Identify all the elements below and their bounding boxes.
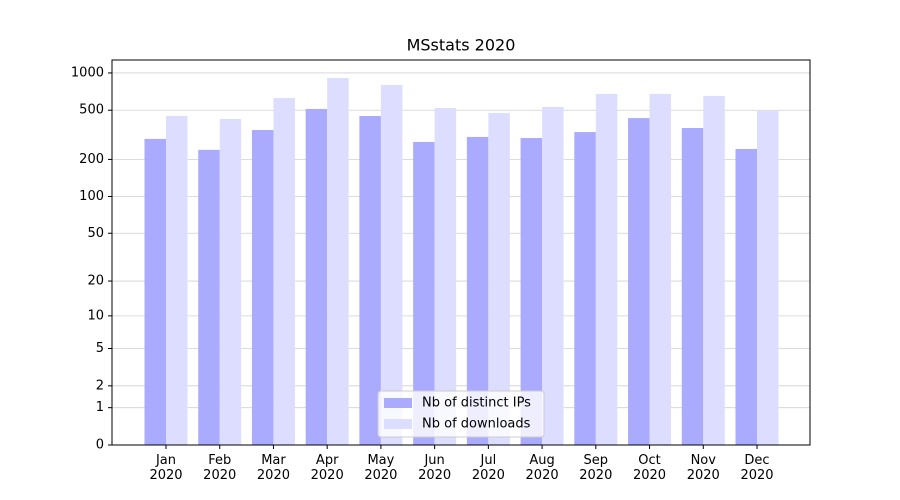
y-tick-label: 5 <box>96 341 104 356</box>
bar <box>595 93 618 445</box>
legend-swatch <box>384 419 412 429</box>
bar <box>251 129 274 445</box>
x-tick-label: Apr 2020 <box>310 453 344 483</box>
legend-label: Nb of downloads <box>422 417 531 432</box>
bar <box>488 112 510 445</box>
y-tick-label: 50 <box>87 226 104 241</box>
y-tick-label: 2 <box>96 378 104 393</box>
x-tick-label: Jan 2020 <box>149 453 183 483</box>
x-tick-label: Mar 2020 <box>256 453 290 483</box>
y-tick-label: 1 <box>96 400 104 415</box>
legend-swatch <box>384 398 412 408</box>
bar <box>703 95 725 445</box>
bar <box>359 116 381 446</box>
y-tick-label: 20 <box>87 274 104 289</box>
x-tick-label: Oct 2020 <box>632 453 667 483</box>
bar <box>757 110 779 446</box>
y-tick-label: 0 <box>96 438 104 453</box>
bar <box>649 93 672 445</box>
x-tick-label: Sep 2020 <box>579 453 613 483</box>
bar <box>166 115 188 446</box>
x-tick-label: Feb 2020 <box>203 453 237 483</box>
legend-box <box>377 390 545 438</box>
bar <box>466 136 489 445</box>
x-tick-label: Dec 2020 <box>740 453 774 483</box>
chart-title: MSstats 2020 <box>407 36 516 55</box>
x-tick-label: Jun 2020 <box>418 453 452 483</box>
x-tick-label: Aug 2020 <box>525 453 559 483</box>
bar <box>542 106 564 445</box>
bar <box>273 97 295 445</box>
legend-label: Nb of distinct IPs <box>422 396 531 411</box>
bar <box>219 118 242 446</box>
x-tick-label: May 2020 <box>364 453 398 483</box>
x-tick-label: Nov 2020 <box>686 453 720 483</box>
bar <box>681 128 704 445</box>
y-tick-label: 100 <box>79 189 104 204</box>
plot-frame <box>111 59 811 446</box>
x-tick-label: Jul 2020 <box>471 453 505 483</box>
y-tick-label: 200 <box>79 152 104 167</box>
bar <box>380 84 403 446</box>
bar <box>327 77 349 446</box>
bar <box>735 148 757 445</box>
bar <box>305 108 328 445</box>
bar <box>520 138 543 445</box>
y-tick-label: 500 <box>79 103 104 118</box>
y-tick-label: 1000 <box>71 65 104 80</box>
bar <box>144 138 166 445</box>
bar <box>628 118 650 446</box>
bar <box>574 132 596 446</box>
bar <box>198 149 220 445</box>
y-tick-label: 10 <box>87 308 104 323</box>
bar <box>413 141 435 445</box>
bar <box>434 108 457 445</box>
